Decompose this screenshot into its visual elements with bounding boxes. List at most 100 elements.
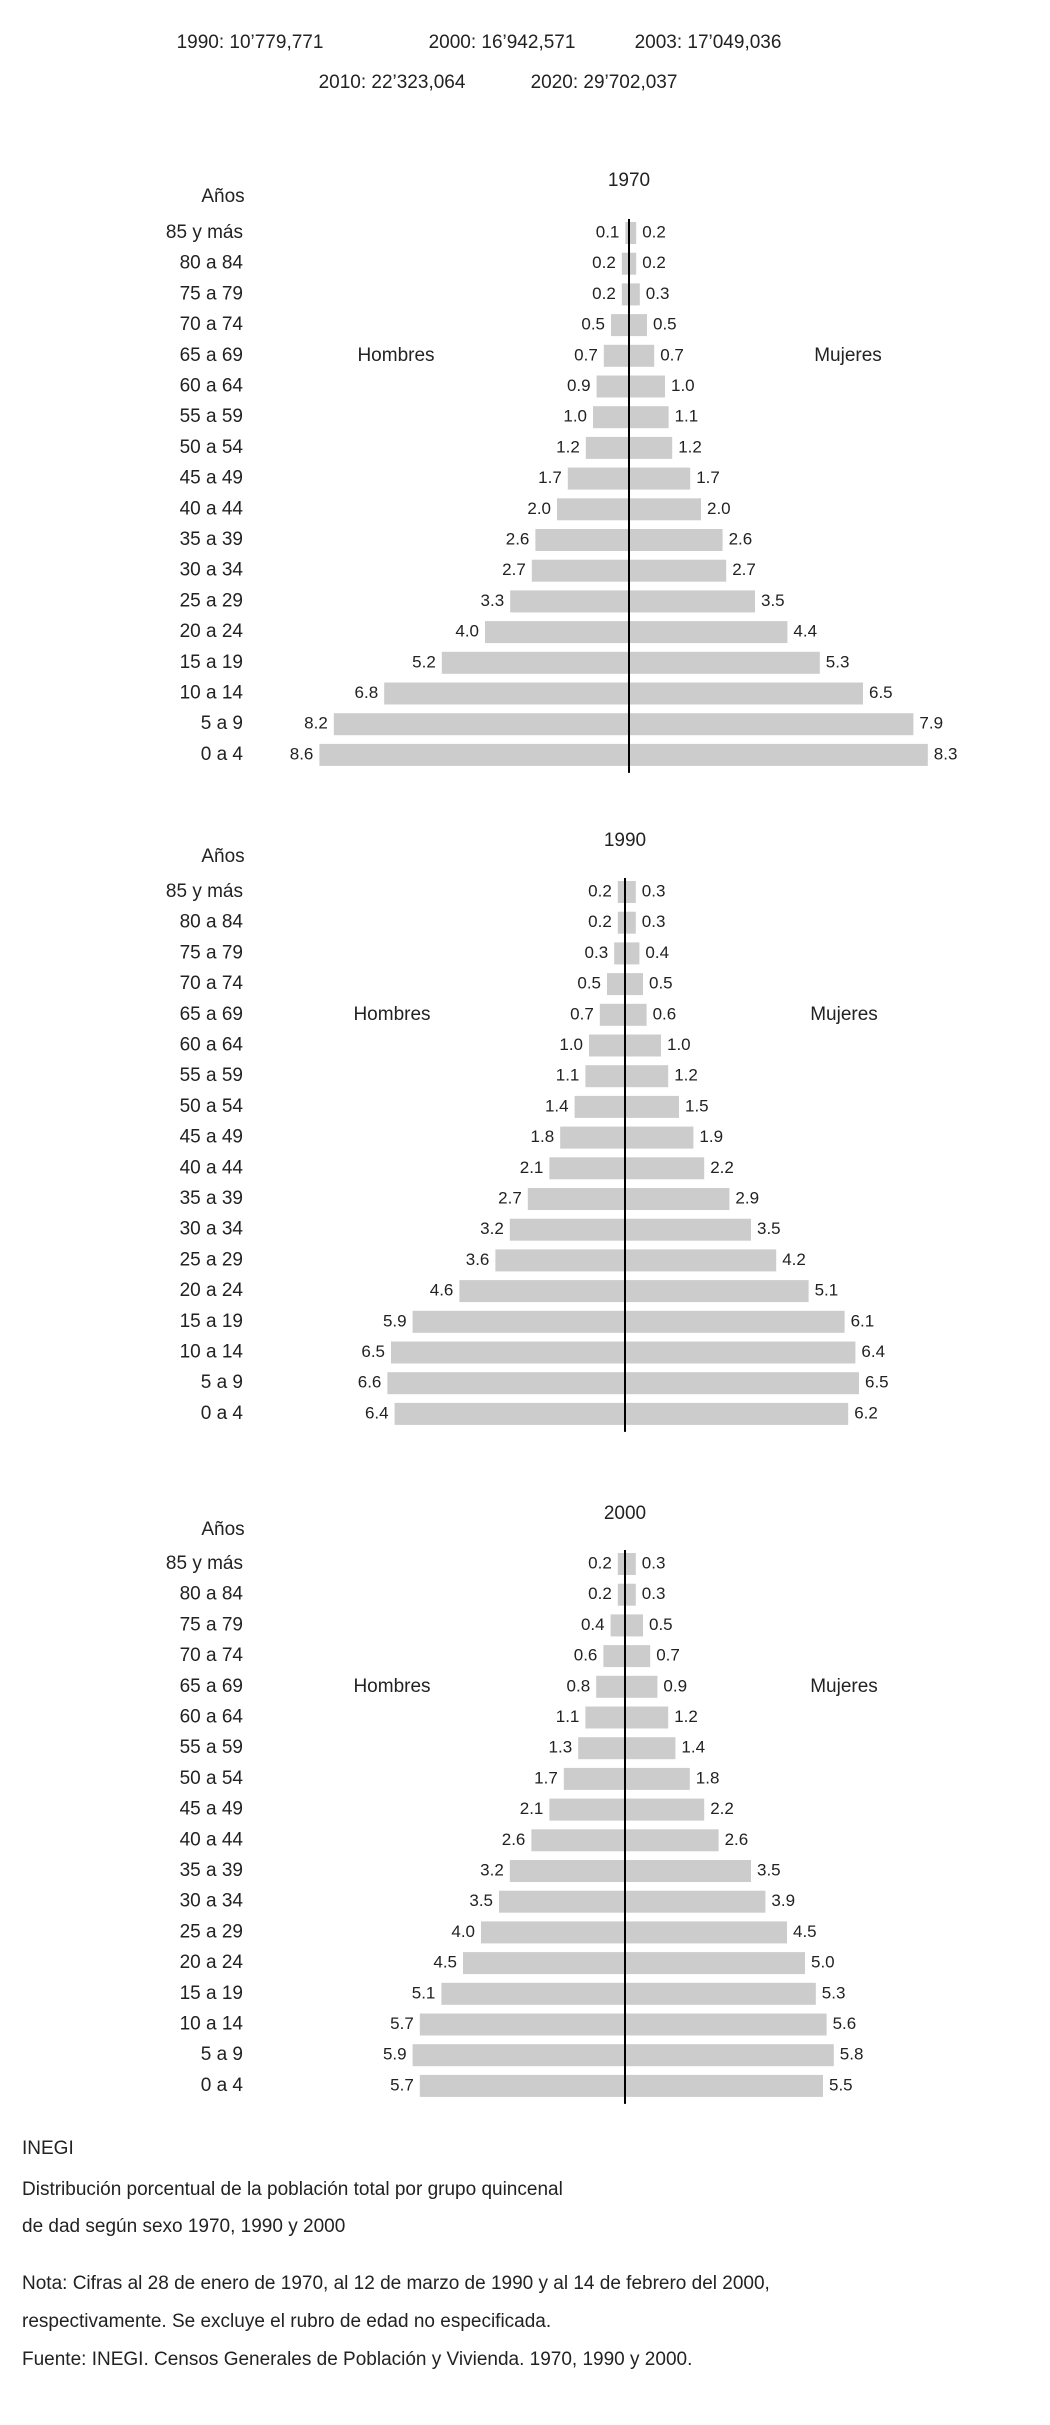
y-tick-label: 0 a 4	[201, 744, 244, 765]
bar	[611, 314, 629, 337]
bar	[585, 1706, 625, 1729]
y-tick-label: 65 a 69	[180, 1004, 243, 1025]
series-label: Hombres	[353, 1676, 430, 1697]
value-label: 1.2	[556, 437, 580, 456]
value-label: 4.0	[455, 622, 479, 641]
value-label: 0.5	[649, 974, 673, 993]
y-tick-label: 75 a 79	[180, 1614, 243, 1635]
y-axis-label: Años	[201, 1519, 244, 1540]
bar	[567, 467, 629, 490]
value-label: 0.5	[581, 315, 605, 334]
bar	[625, 1982, 816, 2005]
bar	[387, 1372, 625, 1395]
bar	[459, 1280, 625, 1303]
y-tick-label: 55 a 59	[180, 406, 243, 427]
bar	[585, 436, 629, 459]
bar	[499, 1890, 625, 1913]
y-tick-label: 25 a 29	[180, 1921, 243, 1942]
value-label: 0.2	[642, 253, 666, 272]
bar	[625, 1737, 676, 1760]
footer-caption: de dad según sexo 1970, 1990 y 2000	[22, 2216, 345, 2237]
bar	[319, 743, 629, 766]
y-tick-label: 85 y más	[166, 881, 243, 902]
value-label: 2.1	[520, 1158, 544, 1177]
header-item: 2000: 16’942,571	[429, 32, 576, 53]
y-axis-label: Años	[201, 186, 244, 207]
bar	[625, 1249, 777, 1272]
bar	[617, 911, 625, 934]
value-label: 1.8	[531, 1127, 555, 1146]
value-label: 0.3	[642, 1584, 666, 1603]
value-label: 4.4	[793, 622, 817, 641]
value-label: 3.5	[469, 1891, 493, 1910]
bar	[625, 1583, 636, 1606]
bar	[412, 2044, 625, 2067]
value-label: 5.0	[811, 1953, 835, 1972]
bar	[625, 1614, 643, 1637]
bar	[574, 1095, 625, 1118]
y-tick-label: 45 a 49	[180, 1127, 243, 1148]
bar	[629, 222, 637, 244]
series-label: Mujeres	[810, 1004, 878, 1025]
bar	[625, 1645, 651, 1668]
bar	[333, 713, 629, 736]
y-tick-label: 15 a 19	[180, 652, 243, 673]
bar	[625, 1341, 856, 1364]
bar	[603, 344, 629, 367]
bar	[441, 1982, 625, 2005]
bar	[607, 973, 625, 996]
value-label: 5.1	[815, 1281, 839, 1300]
y-tick-label: 85 y más	[166, 1553, 243, 1574]
footer-note: Nota: Cifras al 28 de enero de 1970, al …	[22, 2273, 770, 2294]
y-tick-label: 5 a 9	[201, 1372, 243, 1393]
y-tick-label: 70 a 74	[180, 973, 244, 994]
bar	[625, 222, 629, 244]
value-label: 0.7	[656, 1646, 680, 1665]
value-label: 5.9	[383, 2045, 407, 2064]
y-tick-label: 75 a 79	[180, 283, 243, 304]
bar	[560, 1126, 625, 1149]
value-label: 1.7	[538, 468, 562, 487]
value-label: 1.8	[696, 1768, 720, 1787]
value-label: 5.7	[390, 2075, 414, 2094]
value-label: 2.1	[520, 1799, 544, 1818]
value-label: 6.4	[365, 1403, 389, 1422]
value-label: 0.9	[567, 376, 591, 395]
value-label: 1.1	[556, 1066, 580, 1085]
bar	[629, 467, 691, 490]
value-label: 0.5	[653, 315, 677, 334]
value-label: 0.3	[642, 1553, 666, 1572]
series-label: Hombres	[357, 345, 434, 366]
bar	[625, 911, 636, 934]
footer-source: INEGI	[22, 2138, 74, 2159]
bar	[625, 1952, 805, 1975]
value-label: 0.6	[574, 1646, 598, 1665]
bar	[625, 973, 643, 996]
value-label: 0.2	[592, 253, 616, 272]
value-label: 1.0	[559, 1035, 583, 1054]
value-label: 0.3	[642, 881, 666, 900]
bar	[629, 713, 914, 736]
value-label: 7.9	[919, 714, 943, 733]
y-tick-label: 75 a 79	[180, 942, 243, 963]
value-label: 5.5	[829, 2075, 853, 2094]
value-label: 2.2	[710, 1799, 734, 1818]
bar	[625, 1402, 849, 1425]
y-tick-label: 15 a 19	[180, 1311, 243, 1332]
bar	[510, 590, 629, 613]
y-tick-label: 10 a 14	[180, 683, 244, 704]
bar	[625, 2044, 834, 2067]
value-label: 8.3	[934, 744, 958, 763]
bar	[629, 283, 640, 306]
y-tick-label: 35 a 39	[180, 1188, 243, 1209]
bar	[625, 1675, 658, 1698]
bar	[625, 1157, 705, 1180]
value-label: 3.3	[481, 591, 505, 610]
value-label: 1.5	[685, 1096, 709, 1115]
y-tick-label: 50 a 54	[180, 437, 244, 458]
value-label: 2.6	[502, 1830, 526, 1849]
bar	[412, 1310, 625, 1333]
bar	[625, 1706, 669, 1729]
bar	[629, 252, 637, 275]
bar	[596, 375, 629, 398]
